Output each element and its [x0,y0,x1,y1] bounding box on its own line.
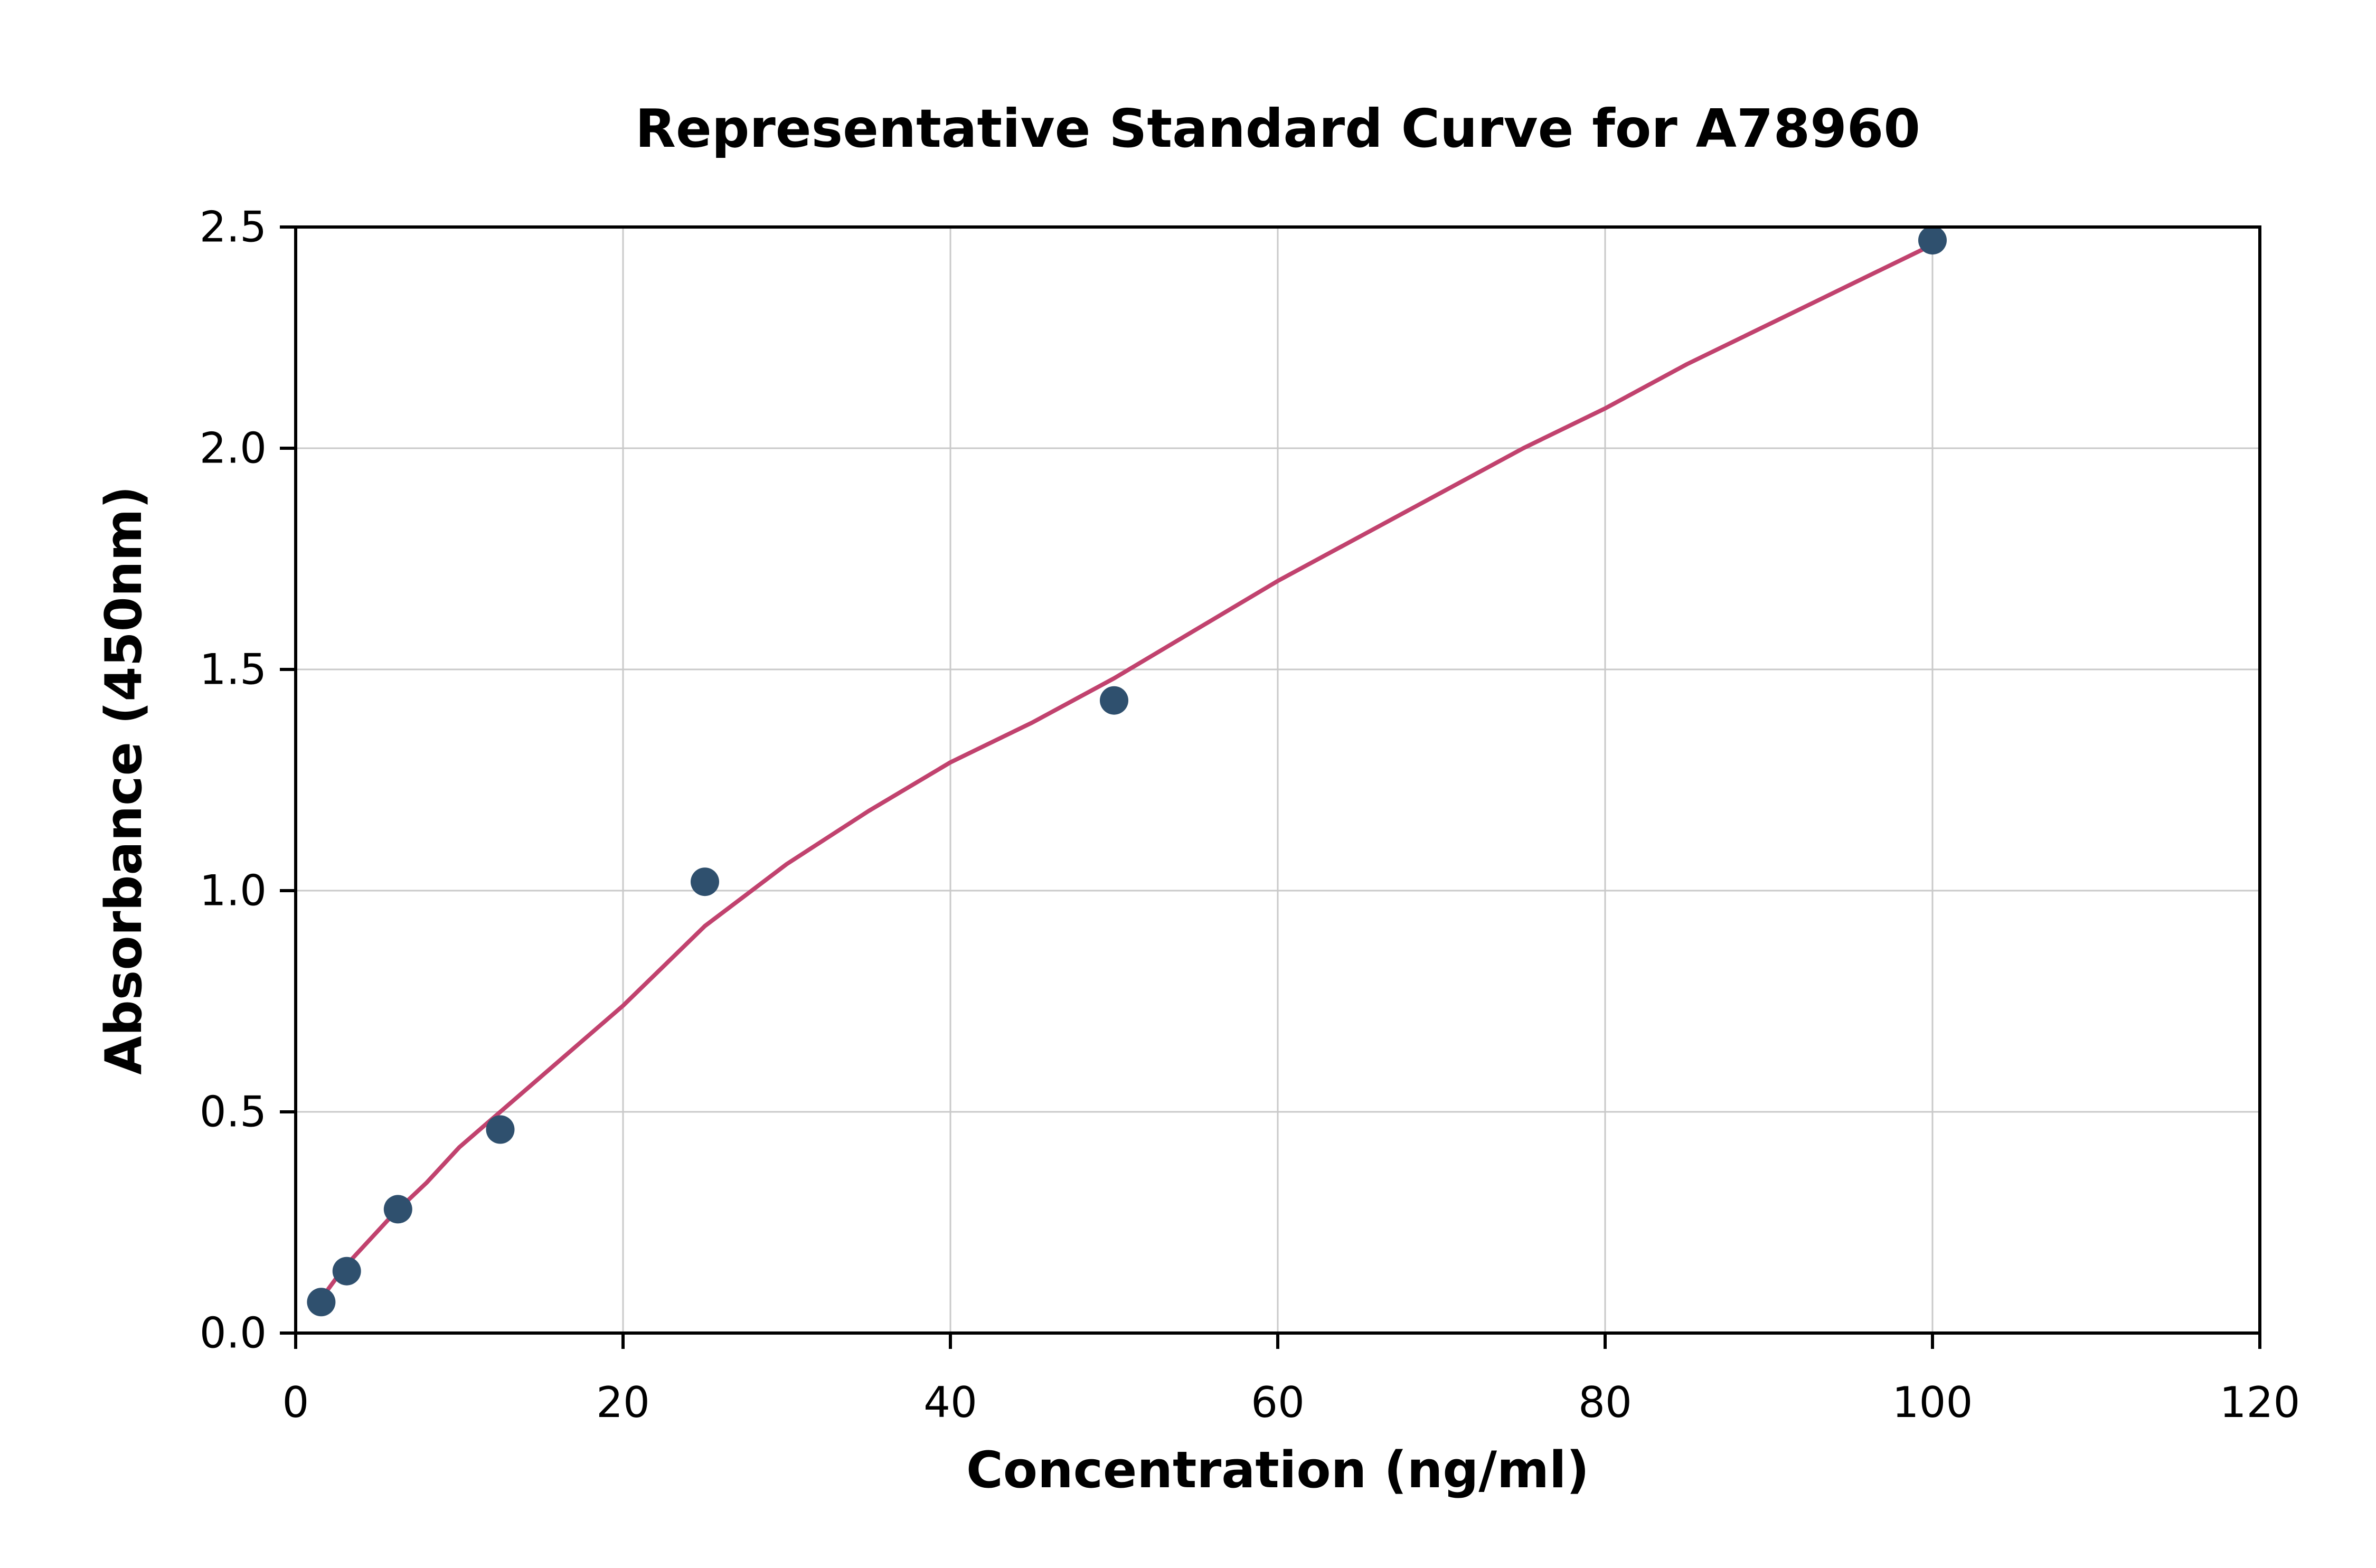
data-point [1100,686,1128,715]
y-tick-label: 0.0 [200,1309,267,1358]
x-tick-label: 80 [1578,1378,1632,1427]
y-tick-label: 2.5 [200,203,267,252]
y-axis-label: Absorbance (450nm) [95,486,153,1075]
data-points [307,226,1947,1317]
data-point [307,1288,336,1317]
y-tick-label: 0.5 [200,1088,267,1137]
x-tick-label: 60 [1251,1378,1305,1427]
x-tick-label: 20 [596,1378,650,1427]
x-tick-label: 0 [282,1378,309,1427]
data-point [1918,226,1947,255]
x-axis-label: Concentration (ng/ml) [966,1441,1590,1499]
data-point [383,1195,412,1224]
y-tick-label: 1.0 [200,866,267,915]
data-point [332,1257,361,1286]
y-tick-label: 1.5 [200,645,267,694]
y-axis-ticks: 0.0 0.5 1.0 1.5 2.0 2.5 [200,203,296,1358]
data-point [691,867,719,896]
x-tick-label: 120 [2220,1378,2300,1427]
gridlines [296,227,2260,1333]
data-point [486,1115,515,1144]
fit-line [318,242,1935,1305]
x-axis-ticks: 0 20 40 60 80 100 120 [282,1333,2300,1427]
x-tick-label: 40 [923,1378,977,1427]
y-tick-label: 2.0 [200,424,267,473]
chart-title: Representative Standard Curve for A78960 [635,98,1920,159]
fit-curve [318,242,1935,1305]
x-tick-label: 100 [1892,1378,1973,1427]
